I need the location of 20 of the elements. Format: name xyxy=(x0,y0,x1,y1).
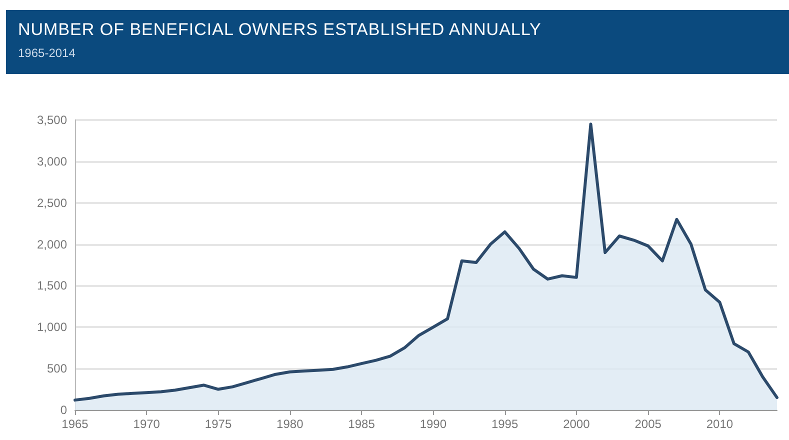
y-tick-label: 3,000 xyxy=(36,154,68,168)
y-tick-label: 3,500 xyxy=(36,113,68,127)
x-tick-label: 1995 xyxy=(491,417,518,431)
y-tick-label: 1,000 xyxy=(36,320,68,334)
x-tick-label: 2010 xyxy=(706,417,734,431)
x-tick-label: 1980 xyxy=(276,417,304,431)
x-tick-label: 1970 xyxy=(133,417,160,431)
x-tick-label: 1975 xyxy=(204,417,232,431)
y-tick-label: 2,000 xyxy=(36,237,68,252)
y-tick-label: 1,500 xyxy=(36,278,68,293)
y-tick-label: 2,500 xyxy=(36,196,68,210)
y-tick-label: 0 xyxy=(60,403,68,417)
y-tick-label: 500 xyxy=(46,362,68,376)
x-tick-label: 1965 xyxy=(62,417,89,431)
chart-title: NUMBER OF BENEFICIAL OWNERS ESTABLISHED ANNUALLY xyxy=(18,20,542,40)
x-tick-label: 2000 xyxy=(563,417,590,431)
x-tick-label: 2005 xyxy=(634,417,662,431)
x-tick-label: 1990 xyxy=(420,417,447,431)
chart-subtitle: 1965-2014 xyxy=(18,46,76,60)
x-tick-label: 1985 xyxy=(348,417,376,431)
